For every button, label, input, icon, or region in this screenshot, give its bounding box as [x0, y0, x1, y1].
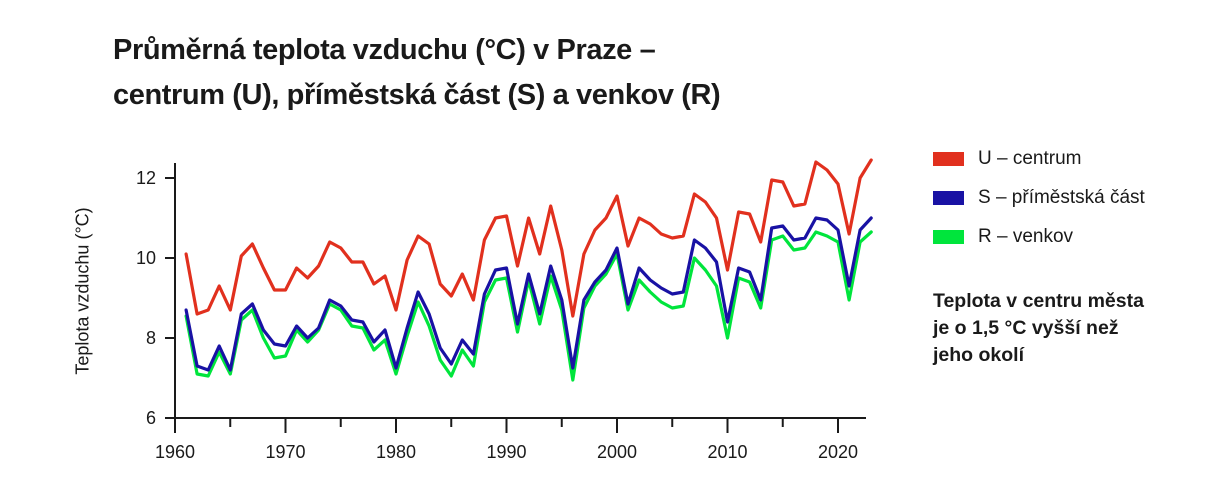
series-line-u: [184, 158, 873, 318]
page-title-line-1: Průměrná teplota vzduchu (°C) v Praze –: [113, 34, 656, 66]
y-tick-label-6: 6: [146, 408, 156, 428]
page-title: Průměrná teplota vzduchu (°C) v Praze – …: [113, 28, 721, 118]
annotation-heat-island: Teplota v centru města je o 1,5 °C vyšší…: [933, 288, 1144, 369]
legend-label-s: S – příměstská část: [978, 187, 1145, 208]
y-axis-title: Teplota vzduchu (°C): [72, 207, 93, 375]
legend-label-u: U – centrum: [978, 148, 1082, 169]
legend-item-u: U – centrum: [933, 148, 1145, 169]
annotation-line-3: jeho okolí: [933, 344, 1025, 366]
x-tick-label-1960: 1960: [155, 442, 195, 462]
legend-swatch-r: [933, 230, 964, 244]
annotation-line-2: je o 1,5 °C vyšší než: [933, 317, 1119, 339]
legend-item-s: S – příměstská část: [933, 187, 1145, 208]
legend-swatch-u: [933, 152, 964, 166]
x-tick-label-2020: 2020: [818, 442, 858, 462]
legend-label-r: R – venkov: [978, 226, 1074, 247]
x-tick-label-1970: 1970: [265, 442, 305, 462]
x-tick-label-1990: 1990: [486, 442, 526, 462]
y-tick-label-8: 8: [146, 328, 156, 348]
legend-swatch-s: [933, 191, 964, 205]
chart-legend: U – centrum S – příměstská část R – venk…: [933, 148, 1145, 266]
series-line-s: [184, 216, 873, 372]
legend-item-r: R – venkov: [933, 226, 1145, 247]
x-tick-label-1980: 1980: [376, 442, 416, 462]
page-title-line-2: centrum (U), příměstská část (S) a venko…: [113, 79, 721, 111]
annotation-line-1: Teplota v centru města: [933, 290, 1144, 312]
x-tick-label-2010: 2010: [707, 442, 747, 462]
y-tick-label-10: 10: [136, 248, 156, 268]
y-tick-label-12: 12: [136, 168, 156, 188]
x-tick-label-2000: 2000: [597, 442, 637, 462]
